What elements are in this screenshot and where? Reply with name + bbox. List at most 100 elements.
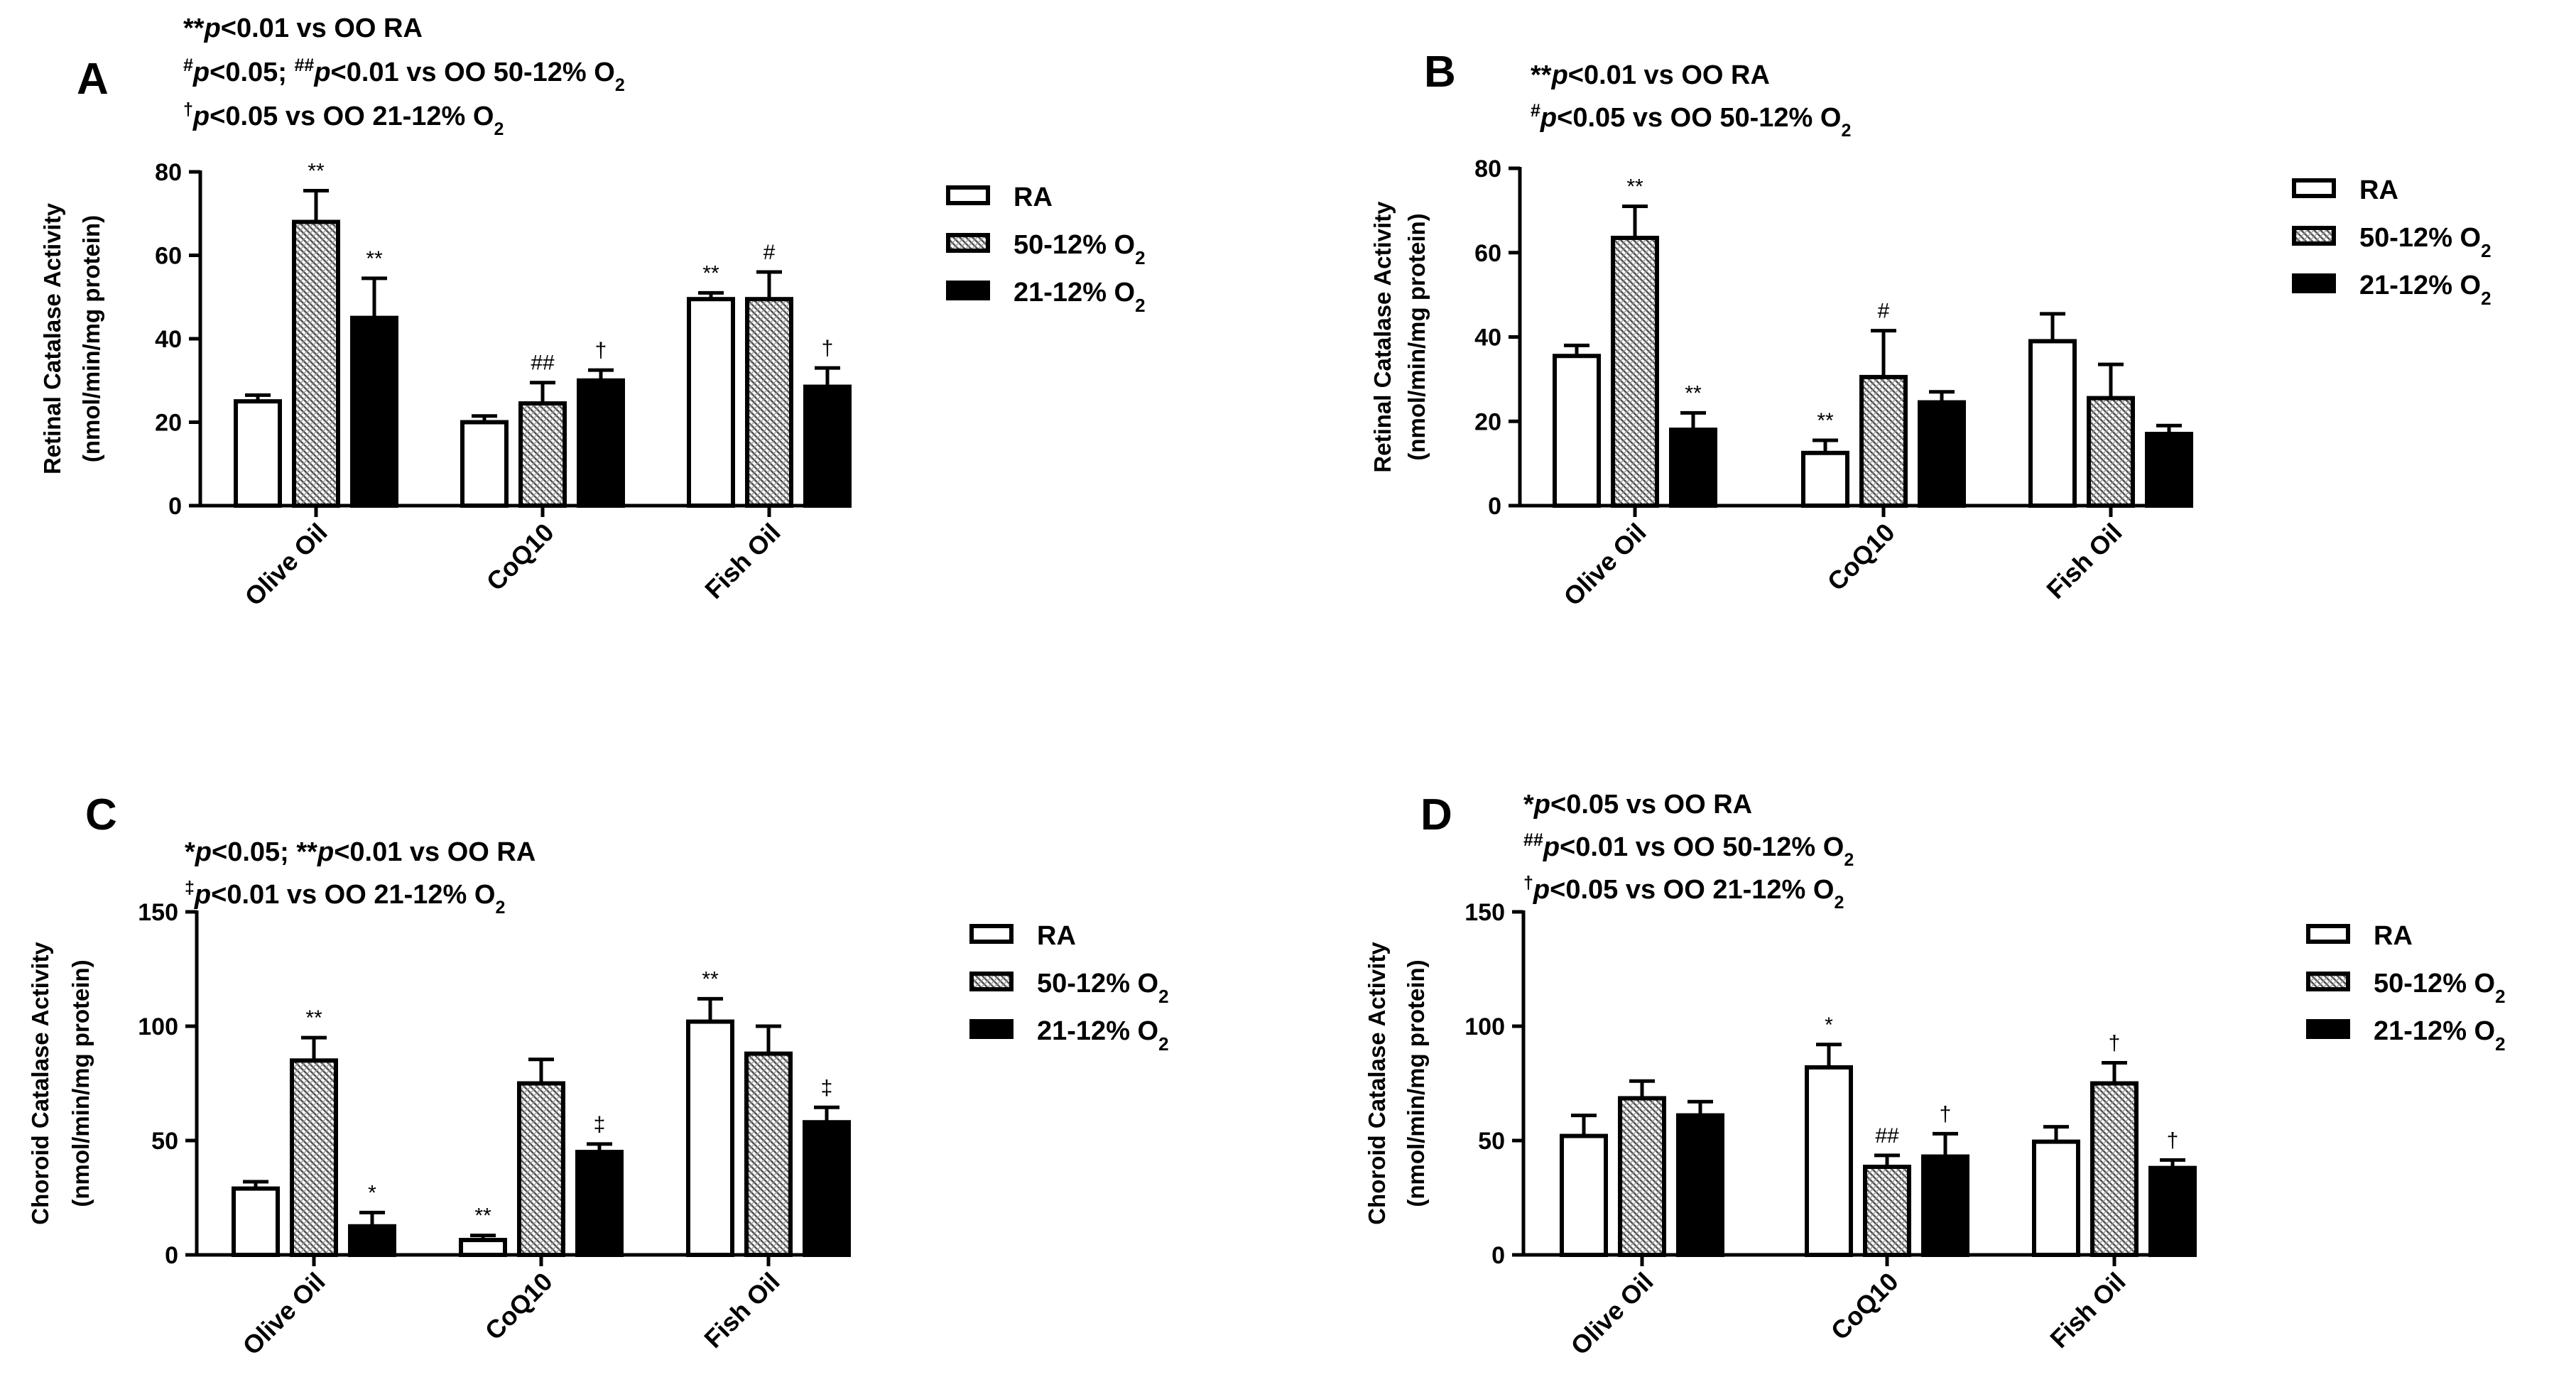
bar [517,1081,565,1257]
panel-letter: C [85,790,117,839]
category-label: Olive Oil [1558,518,1651,611]
significance-mark: † [1940,1102,1952,1126]
y-tick-label: 0 [165,1242,178,1269]
legend-swatch [946,233,990,253]
legend: RA 50-12% O2 21-12% O2 [2306,921,2506,1055]
bar [1553,354,1601,508]
bar [575,1150,624,1257]
y-tick-label: 80 [155,159,182,186]
legend-swatch [2306,972,2350,991]
legend-label: 21-12% O2 [1013,278,1146,316]
legend-swatch [2292,178,2336,198]
bar [1805,1065,1853,1257]
bar [803,384,852,508]
y-tick-label: 150 [1464,899,1505,926]
significance-mark: † [595,339,607,362]
bar [2090,1081,2138,1257]
bar [687,297,735,508]
legend-swatch [2306,924,2350,944]
legend-swatch [2292,226,2336,246]
bar [2148,1165,2197,1258]
y-tick-label: 40 [155,326,182,353]
significance-mark: ** [702,967,719,991]
y-tick-label: 50 [1478,1128,1505,1155]
bar [292,219,340,508]
legend-swatch [969,924,1013,944]
significance-mark: † [2167,1128,2179,1152]
y-axis-label: (nmol/min/mg protein) [1403,213,1430,460]
bar [1676,1113,1724,1257]
bar [460,420,509,508]
y-tick-label: 100 [138,1013,178,1040]
bar [745,297,793,508]
bar [1669,428,1717,508]
y-tick-label: 0 [1488,493,1501,520]
legend-label: 50-12% O2 [2359,223,2491,261]
legend-swatch [2306,1019,2350,1039]
legend-label: RA [1037,921,1076,951]
y-tick-label: 0 [1491,1242,1505,1269]
bar [1859,374,1908,508]
bar [2145,432,2193,508]
significance-mark: ## [1875,1124,1899,1148]
bar [2087,396,2135,508]
y-axis-label: Choroid Catalase Activity [27,942,53,1225]
legend-label: 50-12% O2 [2374,969,2506,1007]
legend-swatch [969,972,1013,991]
panel-b: B **p<0.01 vs OO RA #p<0.05 vs OO 50-12% O… [1369,48,2491,611]
panel-letter: B [1424,48,1456,97]
panel-c: C *p<0.05; **p<0.01 vs OO RA ‡p<0.01 vs OO… [27,790,1169,1361]
bar [1618,1096,1666,1258]
bar [577,378,625,508]
category-label: Olive Oil [1565,1267,1658,1361]
bar [686,1019,734,1258]
significance-mark: # [1878,300,1890,323]
significance-mark: ** [305,1006,322,1030]
y-axis-label: Retinal Catalase Activity [39,202,65,474]
legend-label: RA [2374,921,2413,951]
bar [1560,1133,1608,1258]
significance-mark: # [763,241,776,264]
significance-mark: ** [1626,175,1643,198]
bar [459,1238,507,1257]
legend-label: 21-12% O2 [2374,1016,2506,1055]
bar [348,1224,396,1257]
panel-d: D *p<0.05 vs OO RA ##p<0.01 vs OO 50-12% O… [1364,790,2506,1361]
significance-note: †p<0.05 vs OO 21-12% O2 [183,99,504,139]
significance-mark: ‡ [821,1076,833,1099]
category-label: CoQ10 [1825,1267,1904,1346]
panel-letter: A [77,55,109,104]
legend-label: 21-12% O2 [1037,1016,1169,1055]
significance-mark: † [822,337,834,360]
bar [518,401,567,508]
significance-mark: ** [702,261,719,285]
bar [1921,1154,1969,1258]
bar [1611,235,1659,508]
category-label: CoQ10 [1822,518,1901,597]
significance-note: ##p<0.01 vs OO 50-12% O2 [1523,830,1854,870]
significance-mark: ** [1685,381,1702,405]
significance-note: #p<0.05; ##p<0.01 vs OO 50-12% O2 [183,55,625,95]
legend: RA 50-12% O2 21-12% O2 [2292,175,2491,309]
category-label: CoQ10 [481,518,560,597]
significance-note: *p<0.05; **p<0.01 vs OO RA [185,837,536,867]
legend-swatch [946,185,990,205]
category-label: Fish Oil [2044,1267,2131,1354]
significance-note: ‡p<0.01 vs OO 21-12% O2 [185,878,505,918]
y-axis-label: (nmol/min/mg protein) [1403,959,1429,1207]
legend-label: 21-12% O2 [2359,271,2491,309]
category-label: Olive Oil [239,518,332,611]
y-axis-label: (nmol/min/mg protein) [67,959,94,1207]
y-tick-label: 40 [1474,325,1501,352]
bar [350,315,398,508]
y-tick-label: 60 [1474,240,1501,267]
significance-mark: ** [474,1204,491,1228]
significance-note: #p<0.05 vs OO 50-12% O2 [1531,101,1851,141]
y-tick-label: 150 [138,899,178,926]
legend: RA 50-12% O2 21-12% O2 [946,183,1146,316]
legend-label: 50-12% O2 [1013,230,1146,268]
y-axis-label: (nmol/min/mg protein) [78,215,104,462]
category-label: Fish Oil [2040,518,2127,604]
bar [232,1186,280,1257]
